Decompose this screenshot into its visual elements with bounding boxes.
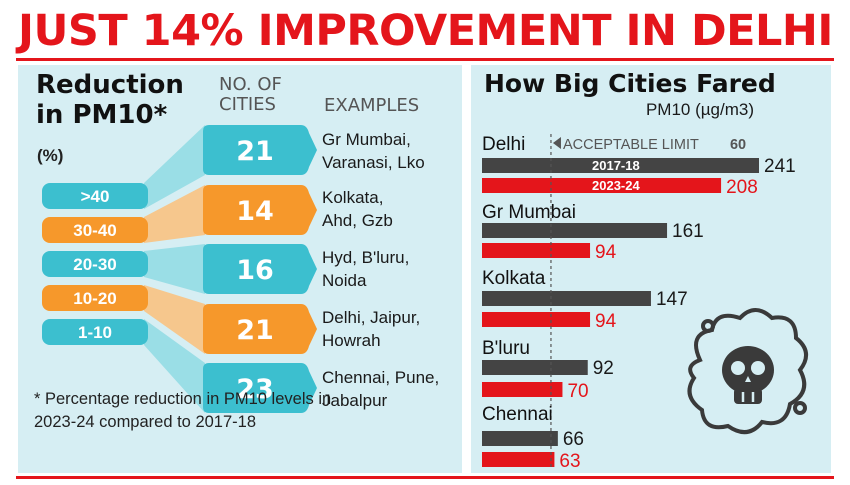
band-pill [42,285,148,311]
right-panel [471,65,831,473]
example-list: Chennai, Pune, Jabalpur [322,366,472,412]
example-list: Hyd, B'luru, Noida [322,246,472,292]
city-label: B'luru [482,338,530,359]
reduction-title-line1: Reduction [36,70,184,100]
band-label: 10-20 [73,289,116,308]
bar-2023-24 [482,382,563,397]
value-label-2023-24: 70 [567,381,588,402]
cities-count-label: 16 [236,255,274,286]
example-line: Kolkata, [322,188,384,207]
cities-chart-unit: PM10 (µg/m3) [645,100,754,119]
band-connector [144,285,205,354]
example-line: Howrah [322,331,381,350]
series-label-2023-24: 2023-24 [592,178,640,193]
cities-count-box [203,185,317,235]
band-connector [144,185,205,243]
example-line: Delhi, Jaipur, [322,308,421,327]
cities-count-box [203,125,317,175]
band-label: 20-30 [73,255,116,274]
cities-count-label: 23 [236,374,274,405]
value-label-2017-18: 66 [563,429,584,450]
city-label: Delhi [482,134,526,155]
cities-count-label: 21 [236,136,274,167]
headline: JUST 14% IMPROVEMENT IN DELHI [18,6,833,56]
series-label-2017-18: 2017-18 [592,158,640,173]
cities-count-box [203,244,317,294]
reduction-title-line2: in PM10* [36,100,168,130]
value-label-2023-24: 208 [726,177,758,198]
band-pill [42,319,148,345]
cities-header-line2: CITIES [219,94,276,115]
city-label: Chennai [482,404,553,425]
value-label-2017-18: 241 [764,156,796,177]
example-list: Delhi, Jaipur, Howrah [322,306,472,352]
cities-count-box [203,363,317,413]
bottom-rule [16,476,834,479]
example-line: Hyd, B'luru, [322,248,410,267]
bar-2017-18 [482,291,651,306]
example-list: Kolkata, Ahd, Gzb [322,186,472,232]
value-label-2023-24: 63 [559,451,580,472]
band-connector [144,319,205,413]
example-line: Varanasi, Lko [322,153,425,172]
examples-column-header: EXAMPLES [324,95,420,116]
band-connector [144,125,205,209]
acceptable-limit-value: 60 [730,137,746,153]
example-line: Gr Mumbai, [322,130,411,149]
footnote: * Percentage reduction in PM10 levels in… [34,390,332,431]
bar-2023-24 [482,452,555,467]
bar-2017-18 [482,360,588,375]
band-connector [144,244,205,294]
example-line: Ahd, Gzb [322,211,393,230]
value-label-2017-18: 161 [672,221,704,242]
band-label: 30-40 [73,221,116,240]
band-label: >40 [81,187,110,206]
reduction-unit: (%) [37,146,64,165]
band-pill [42,183,148,209]
bar-2017-18 [482,158,759,173]
value-label-2017-18: 147 [656,289,688,310]
cities-count-label: 14 [236,196,274,227]
cities-count-box [203,304,317,354]
band-pill [42,251,148,277]
band-pill [42,217,148,243]
example-list: Gr Mumbai, Varanasi, Lko [322,128,472,174]
bar-2023-24 [482,243,591,258]
city-label: Kolkata [482,268,546,289]
cities-column-header: NO. OF CITIES [219,75,282,115]
acceptable-limit-label: ACCEPTABLE LIMIT [563,137,699,153]
reduction-title: Reduction in PM10* [36,70,184,130]
cities-header-line1: NO. OF [219,74,282,95]
band-label: 1-10 [78,323,112,342]
bar-2017-18 [482,431,558,446]
acceptable-limit-arrow [552,137,561,149]
example-line: Noida [322,271,367,290]
value-label-2023-24: 94 [595,242,617,263]
cities-chart-title: How Big Cities Fared [484,69,776,98]
example-line: Chennai, Pune, [322,368,440,387]
example-line: Jabalpur [322,391,388,410]
bar-2023-24 [482,178,722,193]
value-label-2017-18: 92 [593,358,614,379]
bar-2023-24 [482,312,591,327]
top-rule [16,58,834,61]
value-label-2023-24: 94 [595,311,617,332]
bar-2017-18 [482,223,668,238]
city-label: Gr Mumbai [482,202,576,223]
cities-count-label: 21 [236,315,274,346]
skull-icon [687,308,808,434]
